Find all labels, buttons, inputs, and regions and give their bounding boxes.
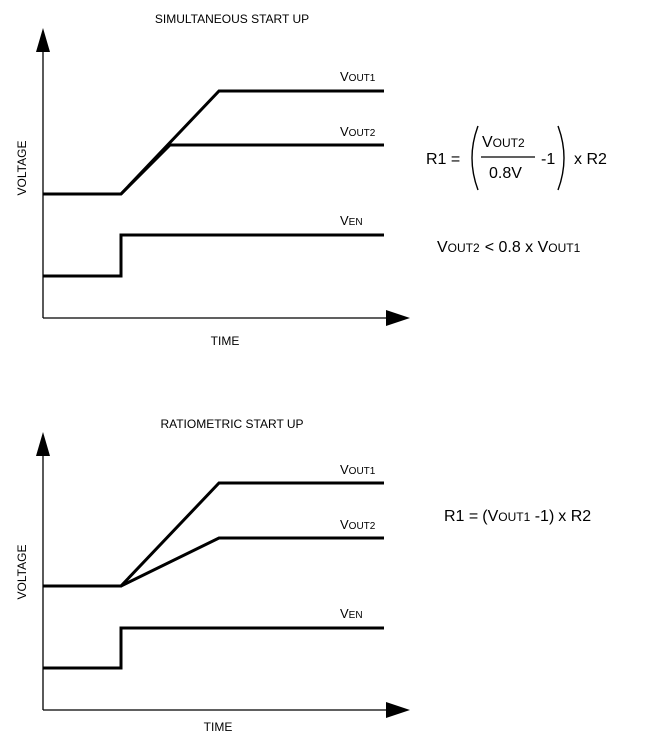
left-paren [471, 125, 479, 191]
panel-simultaneous: SIMULTANEOUS START UP VOLTAGE TIME VOUT1… [15, 12, 607, 348]
y-axis-arrow-icon [36, 432, 50, 456]
label-vout2: VOUT2 [340, 517, 376, 532]
panel-title: RATIOMETRIC START UP [160, 417, 303, 431]
axes [36, 28, 410, 326]
x-axis-arrow-icon [386, 702, 410, 718]
eq-r1-prefix: R1 = [426, 151, 460, 168]
trace-vout2 [119, 143, 384, 196]
x-axis-label: TIME [211, 334, 240, 348]
trace-vout2 [120, 536, 384, 588]
label-vout2: VOUT2 [340, 124, 376, 139]
trace-vout1 [43, 89, 384, 196]
eq-times-r2: x R2 [574, 151, 607, 168]
label-vout1: VOUT1 [340, 462, 376, 477]
panel-title: SIMULTANEOUS START UP [155, 12, 309, 26]
x-axis-arrow-icon [386, 310, 410, 326]
right-paren [557, 125, 565, 191]
y-axis-arrow-icon [36, 28, 50, 52]
trace-vout1 [43, 481, 384, 588]
x-axis-label: TIME [204, 720, 233, 734]
y-axis-label: VOLTAGE [15, 545, 29, 600]
y-axis-label: VOLTAGE [15, 141, 29, 196]
equation-condition: VOUT2 < 0.8 x VOUT1 [437, 239, 581, 256]
label-ven: VEN [340, 213, 363, 228]
axes [36, 432, 410, 718]
label-ven: VEN [340, 606, 363, 621]
eq-numerator: VOUT2 [482, 134, 525, 151]
eq-minus-one: -1 [541, 151, 555, 168]
panel-ratiometric: RATIOMETRIC START UP VOLTAGE TIME VOUT1 … [15, 417, 591, 734]
eq-denominator: 0.8V [489, 165, 522, 182]
equation-r1-ratiometric: R1 = (VOUT1 -1) x R2 [444, 508, 591, 525]
trace-ven [43, 626, 384, 670]
trace-ven [43, 233, 384, 278]
equation-r1-simultaneous: R1 = VOUT2 0.8V -1 x R2 [426, 125, 607, 191]
label-vout1: VOUT1 [340, 69, 376, 84]
